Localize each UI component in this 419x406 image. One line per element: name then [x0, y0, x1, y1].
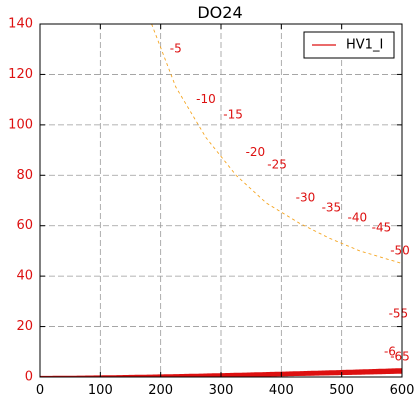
curve-label: -25 — [267, 158, 287, 172]
y-tick-label: 120 — [8, 67, 33, 82]
legend: HV1_I — [303, 31, 395, 59]
curve-label: -40 — [348, 211, 368, 225]
y-tick-label: 0 — [25, 370, 33, 385]
curve-label: -6 — [384, 344, 396, 358]
curve-label: -20 — [246, 145, 266, 159]
x-tick-label: 500 — [329, 383, 354, 398]
y-tick-label: 80 — [16, 168, 33, 183]
curve-label: -35 — [322, 201, 342, 215]
curve-label: -15 — [223, 107, 243, 121]
x-tick-label: 300 — [209, 383, 234, 398]
curve-label: -10 — [196, 92, 216, 106]
grid — [40, 24, 402, 377]
curve-label: -30 — [296, 190, 316, 204]
x-tick-label: 600 — [390, 383, 415, 398]
curve-label: -50 — [390, 243, 410, 257]
legend-label: HV1_I — [346, 38, 383, 53]
curve-label: -5 — [170, 42, 182, 56]
curve-label: -45 — [372, 221, 392, 235]
x-tick-label: 200 — [148, 383, 173, 398]
y-tick-label: 60 — [16, 218, 33, 233]
chart-title: DO24 — [197, 3, 242, 22]
curve-label: -55 — [389, 306, 409, 320]
curve-labels: -5 -10 -15 -20-25 -30 -35 -40 -45 -50 -55 -6-65 — [170, 42, 410, 364]
y-tick-label: 40 — [16, 269, 33, 284]
y-tick-label: 100 — [8, 117, 33, 132]
curve-label: -65 — [390, 349, 410, 363]
y-tick-label: 20 — [16, 319, 33, 334]
x-tick-label: 400 — [269, 383, 294, 398]
axis-ticks: 0 100 200 300 400 500 600 0 20 40 60 80 100 120 140 — [8, 17, 414, 399]
x-tick-label: 100 — [88, 383, 113, 398]
x-tick-label: 0 — [36, 383, 44, 398]
y-tick-label: 140 — [8, 17, 33, 32]
